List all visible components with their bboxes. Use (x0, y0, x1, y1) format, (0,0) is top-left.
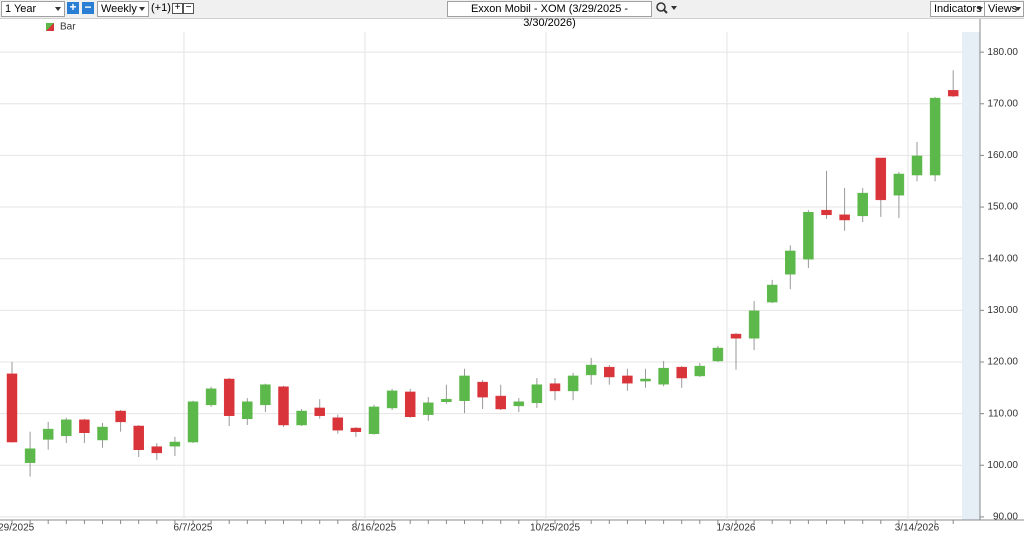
candle-body (115, 410, 126, 423)
zoom-in[interactable]: + (67, 1, 79, 14)
candle-body (278, 386, 289, 426)
y-tick-label: 140.00 (987, 253, 1018, 264)
candle-body (929, 97, 941, 176)
candle-body (585, 364, 597, 376)
y-tick-label: 180.00 (987, 47, 1018, 58)
candle-body (187, 401, 199, 443)
y-tick-label: 150.00 (987, 202, 1018, 213)
candle-body (205, 388, 217, 406)
candle-body (821, 209, 832, 216)
candle-body (404, 391, 416, 417)
chart: 90.00 100.00 110.00 120.00 130.00 140.00 150.0… (0, 19, 1024, 534)
candle-body (368, 406, 380, 435)
candle-body (803, 211, 814, 260)
candle-body (97, 426, 108, 441)
x-tick-label: 10/25/2025 (530, 523, 580, 534)
plot-background (0, 32, 980, 520)
x-tick-label: 1/3/2026 (717, 523, 756, 534)
candle-body (730, 333, 742, 339)
search-icon[interactable] (655, 1, 683, 17)
candle-body (839, 214, 850, 221)
offset-plus[interactable]: + (172, 3, 183, 14)
views-label: Views (988, 3, 1018, 15)
candle-body (133, 425, 144, 451)
interval-label: Weekly (101, 3, 137, 15)
y-tick-label: 160.00 (987, 150, 1018, 161)
candle-body (604, 366, 615, 378)
candle-body (676, 366, 687, 379)
y-tick-label: 170.00 (987, 98, 1018, 109)
zoom-out[interactable]: − (82, 1, 94, 14)
candle-body (79, 419, 90, 433)
indicators-label: Indicators (934, 3, 982, 15)
y-tick-label: 130.00 (987, 305, 1018, 316)
candle-body (61, 419, 72, 437)
candle-body (169, 441, 181, 447)
x-tick-label: 6/7/2025 (174, 523, 213, 534)
candle-body (893, 173, 905, 196)
candle-body (42, 428, 54, 440)
candle-body (857, 192, 868, 217)
candle-body (531, 384, 543, 404)
offset-label: (+1) (151, 2, 171, 14)
range-label: 1 Year (5, 3, 37, 15)
candle-body (477, 381, 488, 398)
candle-body (386, 390, 398, 409)
offset-minus[interactable]: − (183, 3, 194, 14)
candle-body (513, 401, 525, 407)
x-tick-label: 3/14/2026 (895, 523, 940, 534)
candle-body (423, 402, 434, 415)
views-button[interactable]: Views (984, 1, 1024, 17)
toolbar: 1 Year + − Weekly (+1) + − Exxon Mobil -… (0, 0, 1024, 29)
future-shade (962, 32, 980, 520)
symbol-box[interactable]: Exxon Mobil - XOM (3/29/2025 - 3/30/2026… (447, 1, 652, 29)
candle-body (350, 427, 362, 432)
y-tick-label: 90.00 (993, 512, 1018, 523)
candle-body (151, 446, 163, 454)
candle-body (314, 407, 325, 416)
candle-body (296, 410, 307, 426)
symbol-title: Exxon Mobil - XOM (3/29/2025 - 3/30/2026… (470, 3, 629, 29)
candle-body (441, 398, 452, 402)
candle-body (785, 250, 796, 275)
candle-body (875, 157, 887, 201)
candle-body (567, 375, 579, 392)
x-tick-label: 3/29/2025 (0, 523, 35, 534)
candle-body (947, 90, 959, 97)
legend-swatch-down (46, 23, 54, 31)
candle-body (459, 375, 470, 401)
candle-body (766, 284, 778, 303)
y-tick-label: 120.00 (987, 357, 1018, 368)
x-tick-label: 8/16/2025 (352, 523, 397, 534)
candle-body (223, 378, 235, 416)
y-tick-label: 110.00 (988, 408, 1018, 419)
indicators-button[interactable]: Indicators (930, 1, 986, 17)
candle-body (549, 383, 561, 392)
candle-body (622, 375, 633, 384)
candle-body (332, 417, 344, 431)
candle-body (495, 395, 506, 410)
legend-label: Bar (60, 22, 76, 33)
candle-body (712, 347, 724, 362)
candle-body (694, 365, 706, 377)
candle-body (748, 310, 760, 339)
candle-body (911, 155, 923, 176)
candle-body (658, 367, 669, 385)
candle-body (24, 448, 36, 463)
candle-body (6, 373, 18, 443)
y-tick-label: 100.00 (987, 460, 1018, 471)
candle-body (242, 401, 253, 420)
candle-body (640, 378, 651, 382)
interval-select[interactable]: Weekly (97, 1, 149, 17)
candle-body (260, 384, 271, 406)
range-select[interactable]: 1 Year (1, 1, 65, 17)
